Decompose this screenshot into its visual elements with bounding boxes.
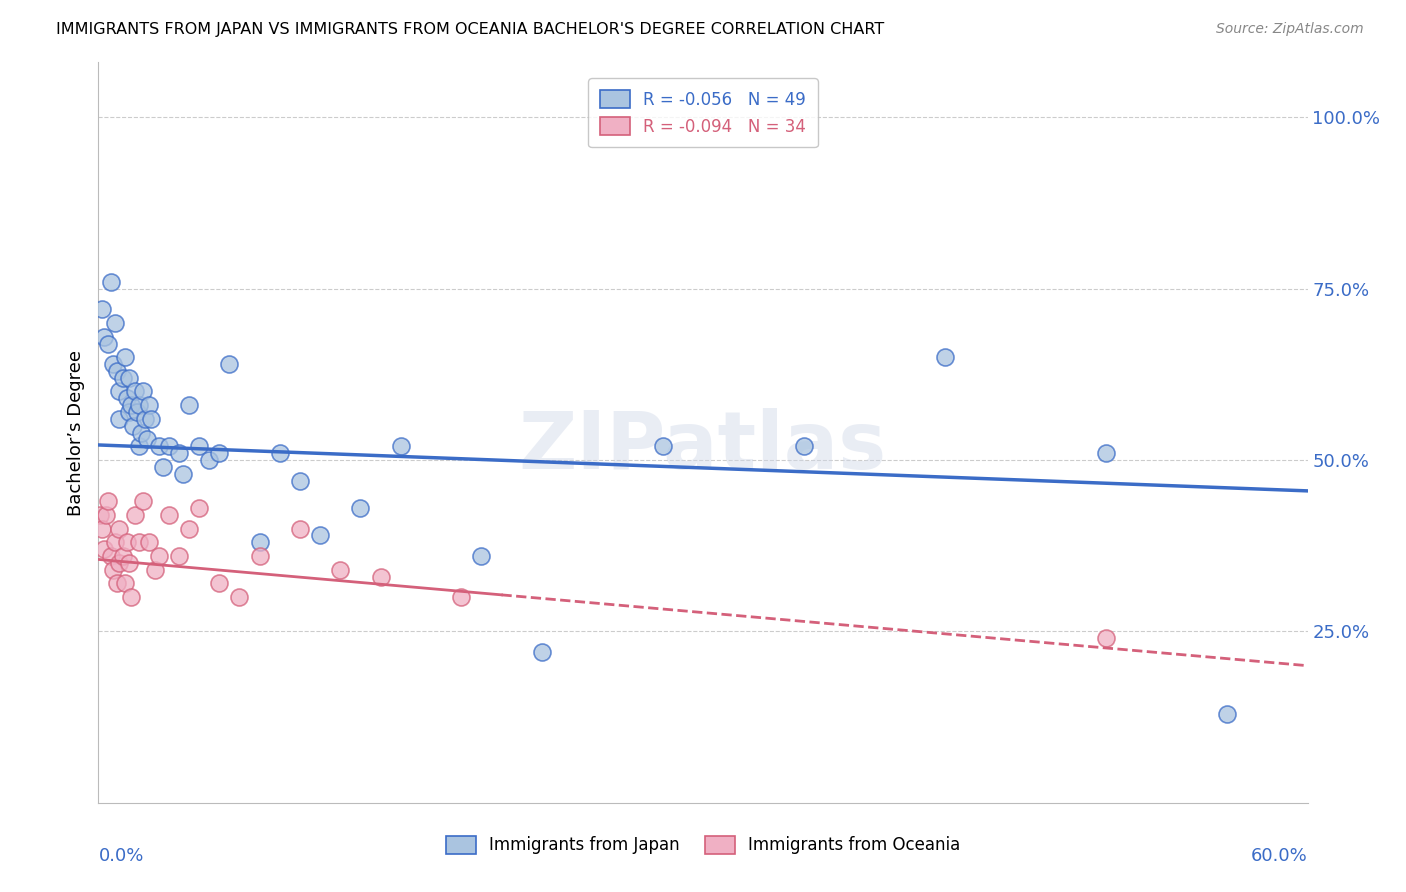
Point bbox=[198, 453, 221, 467]
Point bbox=[96, 508, 118, 522]
Point bbox=[249, 535, 271, 549]
Point bbox=[107, 384, 129, 399]
Point bbox=[91, 522, 114, 536]
Point bbox=[1095, 632, 1118, 646]
Point bbox=[1216, 706, 1239, 721]
Point bbox=[329, 563, 352, 577]
Point bbox=[470, 549, 492, 563]
Point bbox=[138, 398, 160, 412]
Text: ZIPatlas: ZIPatlas bbox=[519, 409, 887, 486]
Point bbox=[89, 508, 111, 522]
Point bbox=[129, 425, 152, 440]
Point bbox=[91, 302, 114, 317]
Point bbox=[157, 508, 180, 522]
Point bbox=[269, 446, 291, 460]
Point bbox=[107, 522, 129, 536]
Point bbox=[128, 439, 150, 453]
Point bbox=[132, 494, 155, 508]
Point bbox=[97, 336, 120, 351]
Point bbox=[103, 535, 125, 549]
Point bbox=[1095, 446, 1118, 460]
Point bbox=[249, 549, 271, 563]
Point bbox=[208, 446, 231, 460]
Point bbox=[309, 528, 332, 542]
Text: 60.0%: 60.0% bbox=[1251, 847, 1308, 865]
Point bbox=[118, 371, 141, 385]
Point bbox=[139, 412, 162, 426]
Point bbox=[100, 549, 122, 563]
Point bbox=[93, 542, 115, 557]
Point bbox=[389, 439, 412, 453]
Point bbox=[105, 576, 128, 591]
Point bbox=[288, 474, 311, 488]
Point bbox=[134, 412, 156, 426]
Point bbox=[100, 275, 122, 289]
Point bbox=[148, 549, 170, 563]
Point bbox=[370, 569, 392, 583]
Point bbox=[93, 329, 115, 343]
Point bbox=[172, 467, 194, 481]
Point bbox=[115, 535, 138, 549]
Point bbox=[124, 508, 146, 522]
Point bbox=[120, 398, 142, 412]
Point bbox=[114, 350, 136, 364]
Point bbox=[103, 316, 125, 330]
Point bbox=[105, 364, 128, 378]
Point bbox=[530, 645, 553, 659]
Point bbox=[148, 439, 170, 453]
Point bbox=[111, 549, 134, 563]
Point bbox=[288, 522, 311, 536]
Point bbox=[121, 418, 143, 433]
Point bbox=[188, 439, 211, 453]
Point bbox=[179, 398, 201, 412]
Point bbox=[450, 590, 472, 604]
Legend: Immigrants from Japan, Immigrants from Oceania: Immigrants from Japan, Immigrants from O… bbox=[439, 829, 967, 861]
Point bbox=[101, 357, 124, 371]
Point bbox=[128, 398, 150, 412]
Point bbox=[143, 563, 166, 577]
Point bbox=[188, 501, 211, 516]
Point bbox=[114, 576, 136, 591]
Point bbox=[118, 405, 141, 419]
Point bbox=[157, 439, 180, 453]
Y-axis label: Bachelor’s Degree: Bachelor’s Degree bbox=[66, 350, 84, 516]
Point bbox=[167, 549, 190, 563]
Point bbox=[97, 494, 120, 508]
Point bbox=[138, 535, 160, 549]
Point bbox=[115, 392, 138, 406]
Point bbox=[107, 556, 129, 570]
Point bbox=[128, 535, 150, 549]
Point bbox=[651, 439, 673, 453]
Point bbox=[135, 433, 157, 447]
Point bbox=[793, 439, 815, 453]
Point bbox=[349, 501, 371, 516]
Point bbox=[152, 459, 174, 474]
Text: IMMIGRANTS FROM JAPAN VS IMMIGRANTS FROM OCEANIA BACHELOR'S DEGREE CORRELATION C: IMMIGRANTS FROM JAPAN VS IMMIGRANTS FROM… bbox=[56, 22, 884, 37]
Point bbox=[111, 371, 134, 385]
Point bbox=[125, 405, 148, 419]
Point bbox=[101, 563, 124, 577]
Point bbox=[107, 412, 129, 426]
Text: 0.0%: 0.0% bbox=[98, 847, 143, 865]
Point bbox=[132, 384, 155, 399]
Point bbox=[934, 350, 956, 364]
Point bbox=[208, 576, 231, 591]
Text: Source: ZipAtlas.com: Source: ZipAtlas.com bbox=[1216, 22, 1364, 37]
Point bbox=[120, 590, 142, 604]
Point bbox=[179, 522, 201, 536]
Point bbox=[118, 556, 141, 570]
Point bbox=[124, 384, 146, 399]
Point bbox=[167, 446, 190, 460]
Point bbox=[218, 357, 240, 371]
Point bbox=[228, 590, 250, 604]
